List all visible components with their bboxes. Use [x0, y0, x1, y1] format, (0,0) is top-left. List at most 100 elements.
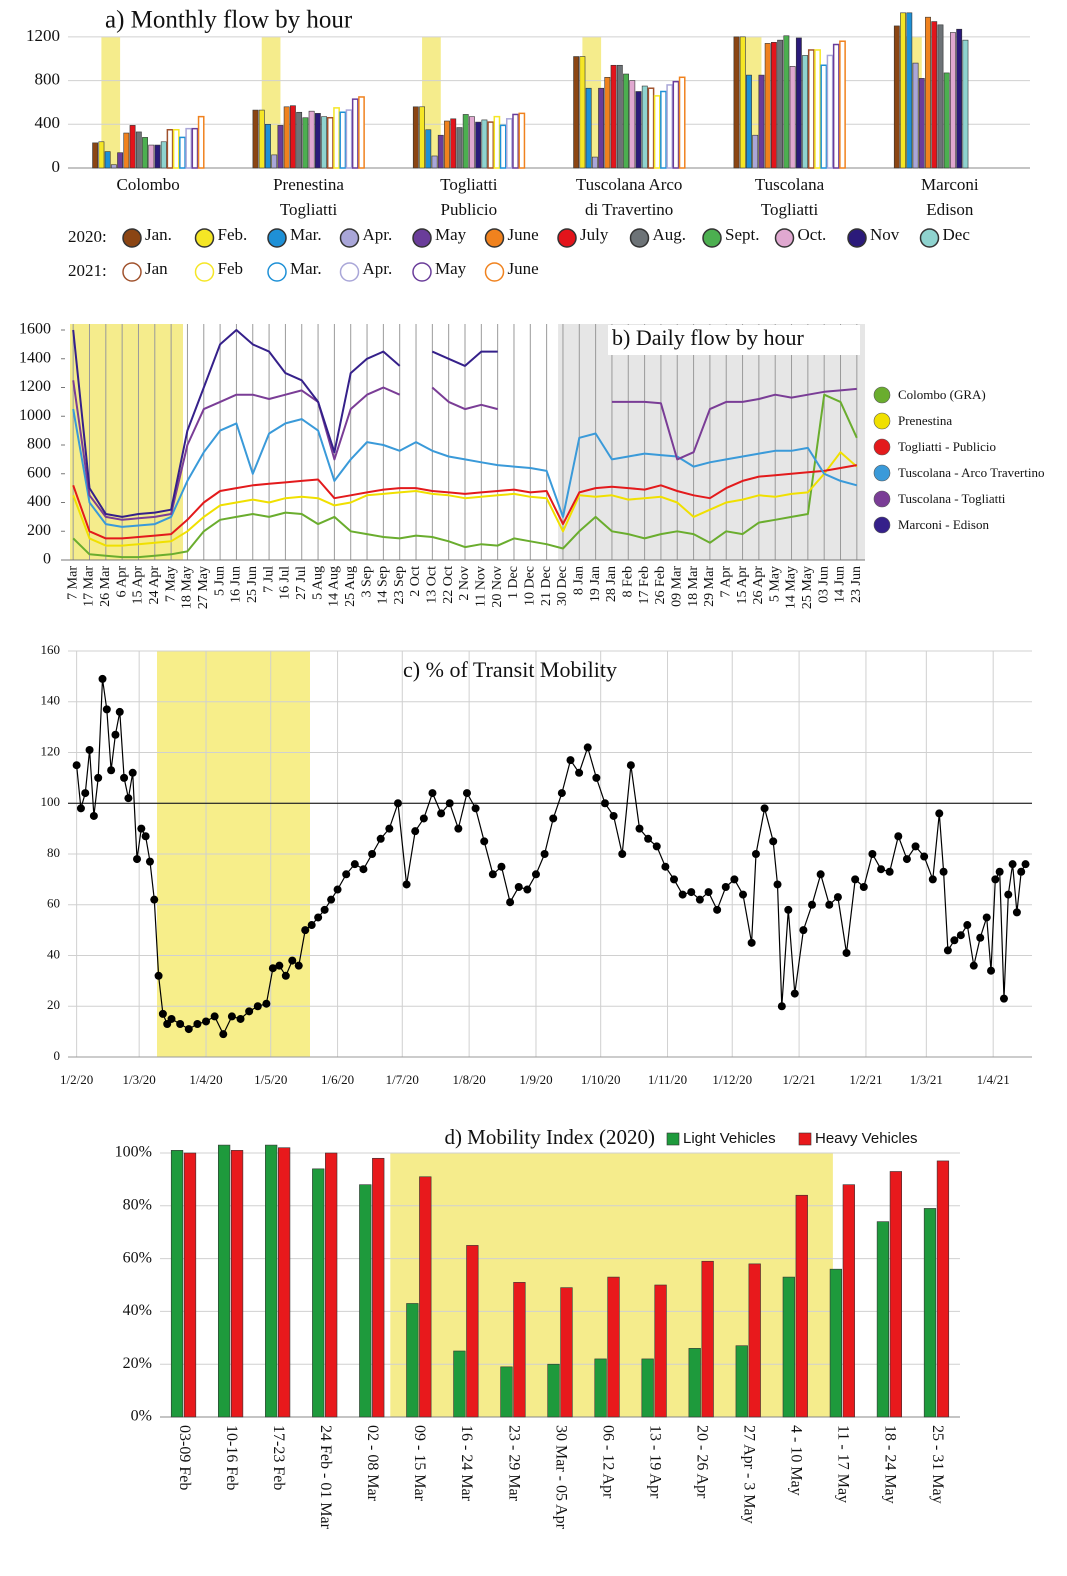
data-point — [158, 1009, 167, 1018]
bar — [936, 1160, 950, 1418]
data-point — [661, 862, 670, 871]
data-point — [350, 860, 359, 869]
data-point — [713, 905, 722, 914]
legend-swatch — [339, 228, 360, 248]
bar — [623, 73, 629, 169]
y-tick-label: 0 — [52, 157, 61, 176]
data-point — [137, 824, 146, 833]
data-point — [987, 966, 996, 975]
data-point — [540, 850, 549, 858]
legend-swatch — [702, 228, 722, 248]
legend-swatch — [919, 228, 940, 248]
x-tick-label: 7 May — [163, 566, 178, 602]
x-tick-label: Edison — [926, 200, 974, 219]
bar — [912, 62, 919, 169]
bar — [475, 121, 482, 169]
data-point — [184, 1025, 193, 1034]
bar — [814, 49, 821, 169]
data-point — [81, 789, 90, 798]
data-point — [342, 870, 351, 879]
bar — [701, 1260, 714, 1418]
data-point — [301, 926, 310, 935]
data-point — [227, 1012, 236, 1021]
y-tick-label: 1000 — [19, 407, 51, 424]
data-point — [393, 799, 402, 808]
x-tick-label: 13 Oct — [425, 566, 440, 604]
data-point — [437, 809, 446, 818]
legend-label: Feb. — [218, 225, 248, 244]
x-tick-label: Prenestina — [273, 175, 344, 194]
data-point — [956, 931, 965, 940]
data-point — [262, 999, 271, 1008]
x-tick-label: 25 Aug — [343, 566, 358, 607]
x-tick-label: 17 Mar — [82, 566, 97, 607]
x-tick-label: di Travertino — [585, 200, 673, 219]
bar — [166, 129, 174, 169]
bar — [358, 96, 365, 169]
data-point — [777, 1002, 786, 1011]
bar — [610, 64, 617, 169]
y-tick-label: 160 — [41, 642, 61, 657]
bar — [283, 106, 290, 169]
x-tick-label: 11 Nov — [474, 566, 489, 607]
bar — [123, 132, 130, 169]
data-point — [497, 862, 506, 871]
bar — [900, 12, 906, 169]
x-tick-label: 1/5/20 — [254, 1072, 287, 1087]
bar — [839, 40, 846, 169]
bar — [314, 113, 321, 169]
y-tick-label: 800 — [35, 69, 61, 88]
x-tick-label: 25 May — [800, 566, 815, 609]
data-point — [769, 837, 778, 846]
data-point — [141, 832, 150, 841]
x-tick-label: 1/7/20 — [386, 1072, 419, 1087]
x-tick-label: 6 Apr — [114, 566, 129, 598]
data-point — [851, 875, 860, 884]
bar — [789, 66, 796, 169]
data-point — [124, 794, 133, 803]
y-tick-label: 800 — [27, 436, 51, 453]
bar — [512, 113, 519, 169]
data-point — [995, 867, 1004, 876]
bar — [923, 1208, 937, 1418]
x-tick-label: 09 Mar — [669, 566, 684, 607]
data-point — [790, 989, 799, 998]
shaded-period — [558, 324, 865, 560]
x-tick-label: 15 Apr — [735, 566, 750, 605]
bar — [289, 105, 296, 169]
y-tick-label: 60% — [123, 1249, 152, 1266]
data-point — [575, 768, 584, 777]
data-point — [991, 875, 1000, 884]
data-point — [557, 789, 566, 798]
x-tick-label: 28 Jan — [604, 566, 619, 602]
legend-label: Marconi - Edison — [898, 517, 989, 532]
data-point — [102, 705, 111, 714]
title-box — [608, 325, 860, 355]
bar — [437, 134, 444, 169]
y-tick-label: 0% — [131, 1408, 152, 1425]
x-tick-label: 1 Dec — [506, 566, 521, 599]
bar — [950, 32, 956, 169]
bar — [782, 1276, 795, 1418]
data-point — [920, 852, 929, 861]
bar — [660, 90, 667, 169]
bar — [758, 74, 765, 169]
data-point — [85, 745, 94, 754]
legend-swatch — [557, 228, 577, 248]
series-line — [72, 464, 857, 540]
legend-label: Oct. — [798, 225, 827, 244]
x-tick-label: 02 - 08 Mar — [364, 1425, 381, 1502]
bar — [321, 116, 328, 169]
bar — [345, 109, 353, 169]
data-point — [89, 811, 98, 820]
bar — [333, 107, 340, 169]
legend-label: Apr. — [363, 225, 393, 244]
bar — [110, 164, 117, 169]
x-tick-label: 1/2/21 — [849, 1072, 882, 1087]
legend-label: May — [435, 259, 467, 278]
y-tick-label: 200 — [27, 522, 51, 539]
data-point — [635, 824, 644, 833]
data-point — [523, 885, 532, 894]
bar — [513, 1282, 526, 1418]
x-tick-label: 25 - 31 May — [929, 1425, 946, 1504]
